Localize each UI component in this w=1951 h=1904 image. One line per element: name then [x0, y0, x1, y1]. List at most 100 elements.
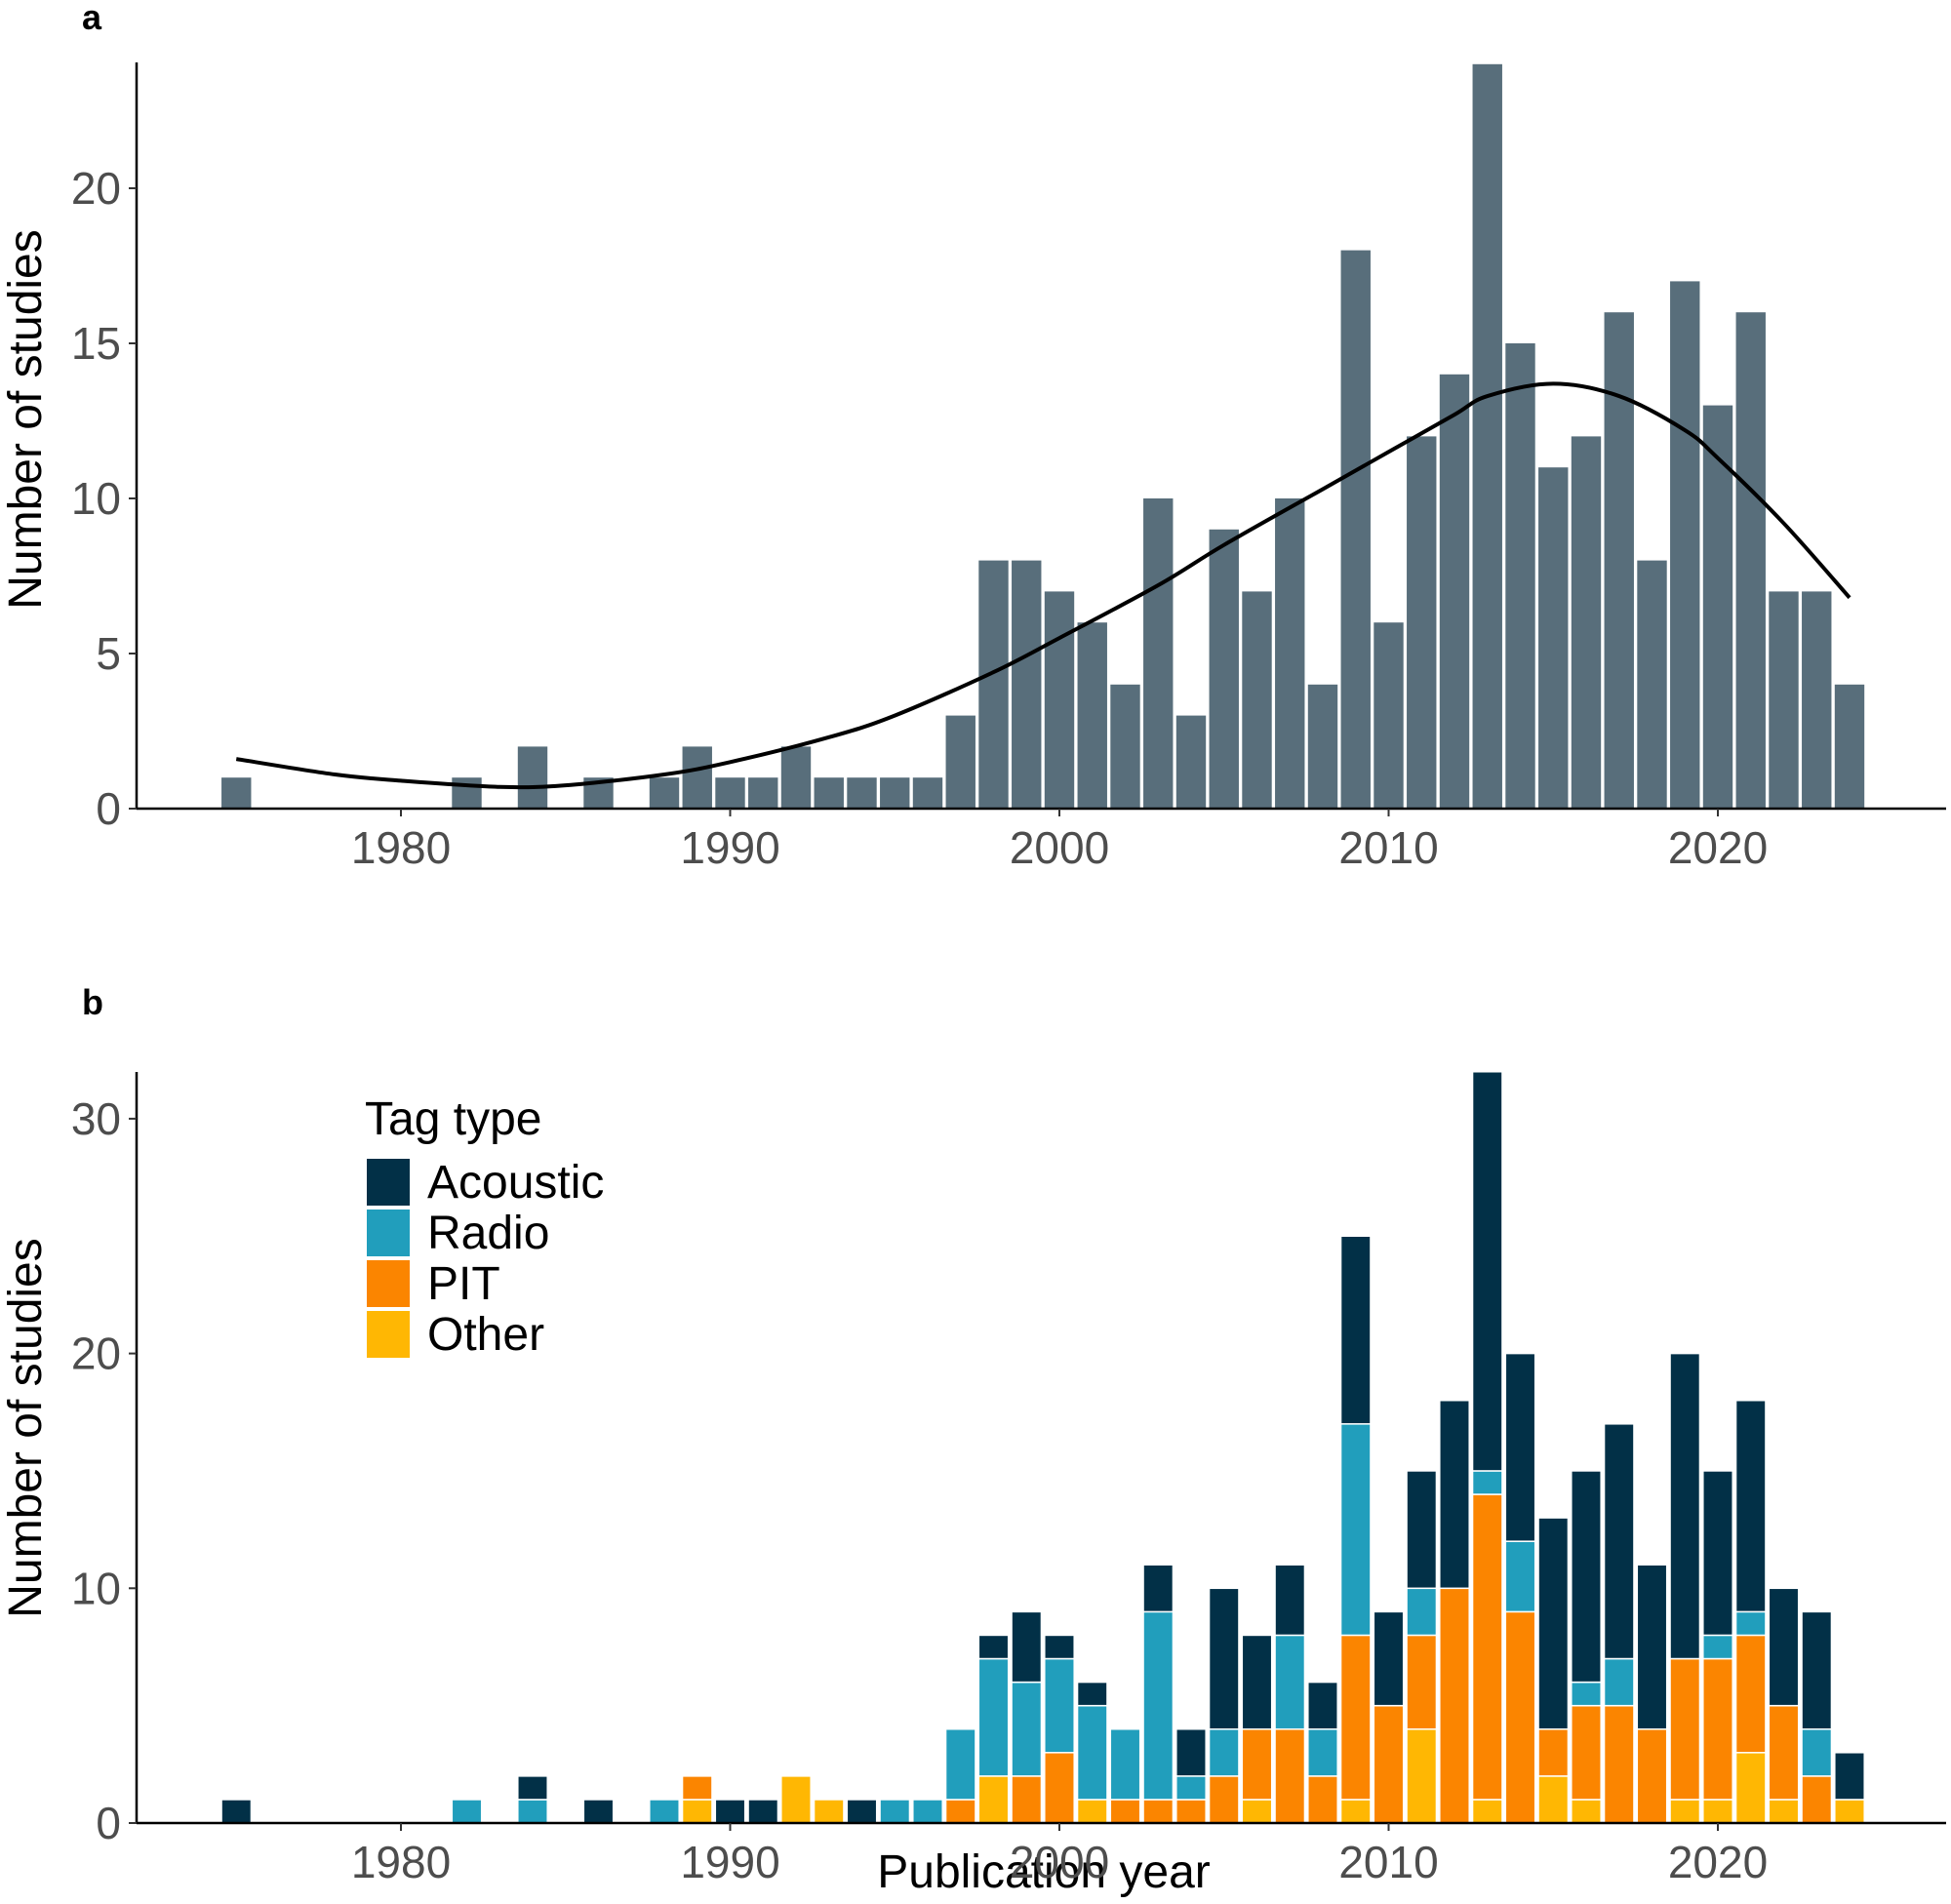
- panel-a-bar: [1307, 684, 1338, 809]
- panel-b-bar-acoustic: [1044, 1634, 1075, 1660]
- panel-b-bar-acoustic: [1834, 1752, 1865, 1801]
- panel-b-bar-other: [1339, 1799, 1372, 1824]
- panel-a-bar: [1439, 374, 1470, 809]
- panel-b-bar-other: [1768, 1799, 1800, 1824]
- legend-swatch-other: [367, 1311, 410, 1358]
- panel-a-bar: [1242, 591, 1272, 809]
- panel-b-bar-other: [813, 1799, 845, 1824]
- panel-b-bar-pit: [681, 1775, 713, 1801]
- panel-b-bar-radio: [1076, 1704, 1108, 1801]
- panel-b-bar-other: [1537, 1775, 1570, 1824]
- panel-a: a Number of studies 0 5 10 15 20 1980 1990 2000…: [0, 0, 1946, 873]
- panel-b-bar-pit: [1044, 1752, 1075, 1824]
- panel-a-bar: [1735, 312, 1766, 809]
- panel-b-bar-acoustic: [846, 1799, 878, 1824]
- panel-b-bar-pit: [1175, 1799, 1207, 1824]
- panel-b-bar-acoustic: [1208, 1587, 1240, 1730]
- panel-b-bar-radio: [1109, 1727, 1141, 1801]
- panel-b-bar-radio: [944, 1727, 976, 1801]
- panel-b-bar-acoustic: [1175, 1727, 1207, 1777]
- panel-b-bars: [220, 1071, 1865, 1824]
- panel-a-bar: [1538, 467, 1569, 809]
- panel-b-bar-radio: [1044, 1657, 1075, 1754]
- panel-a-bar: [780, 746, 812, 809]
- panel-b-bar-acoustic: [1142, 1564, 1175, 1613]
- panel-b-y-tick-label: 20: [71, 1329, 121, 1379]
- panel-b-bar-acoustic: [1702, 1470, 1733, 1637]
- panel-b-bar-radio: [1702, 1634, 1733, 1660]
- panel-b-bar-acoustic: [1801, 1610, 1833, 1730]
- panel-a-bar: [1637, 560, 1667, 809]
- panel-b-bar-pit: [1208, 1775, 1240, 1824]
- panel-a-bar: [880, 777, 910, 809]
- panel-a-bar: [1175, 715, 1207, 809]
- panel-a-bar: [814, 777, 844, 809]
- panel-b-bar-pit: [1571, 1704, 1602, 1801]
- legend-title: Tag type: [365, 1093, 541, 1145]
- legend-swatch-acoustic: [367, 1159, 410, 1206]
- panel-b-bar-acoustic: [1339, 1235, 1372, 1425]
- panel-b-bar-acoustic: [582, 1799, 615, 1824]
- panel-a-bar: [1604, 312, 1634, 809]
- panel-b-bar-other: [681, 1799, 713, 1824]
- panel-a-bars: [221, 63, 1865, 810]
- panel-b-bar-acoustic: [1636, 1564, 1668, 1730]
- panel-b-bar-pit: [1636, 1727, 1668, 1824]
- panel-b-bar-other: [1669, 1799, 1701, 1824]
- panel-b-bar-acoustic: [1076, 1681, 1108, 1707]
- panel-a-label: a: [82, 0, 102, 37]
- panel-b-bar-pit: [1011, 1775, 1043, 1824]
- panel-b-bar-pit: [1109, 1799, 1141, 1824]
- panel-b-bar-pit: [1537, 1727, 1570, 1777]
- panel-b-x-axis-title: Publication year: [877, 1846, 1211, 1898]
- panel-b-bar-acoustic: [977, 1634, 1010, 1660]
- panel-b-bar-pit: [1241, 1727, 1273, 1801]
- panel-b: b Number of studies Publication year 0 10…: [0, 982, 1946, 1898]
- panel-b-bar-other: [1834, 1799, 1865, 1824]
- panel-b-bar-pit: [1734, 1634, 1767, 1754]
- panel-b-label: b: [82, 982, 103, 1022]
- panel-b-bar-other: [1734, 1752, 1767, 1824]
- panel-a-x-tick-label: 2020: [1668, 822, 1768, 873]
- panel-a-bar: [1505, 343, 1535, 809]
- panel-b-bar-other: [1406, 1727, 1438, 1824]
- panel-b-bar-pit: [1768, 1704, 1800, 1801]
- panel-a-x-tick-label: 1980: [351, 822, 451, 873]
- panel-b-axes: 0 10 20 30 1980 1990 2000 2010 2020: [71, 1072, 1946, 1887]
- panel-a-bar: [1802, 591, 1832, 809]
- panel-b-bar-other: [1702, 1799, 1733, 1824]
- panel-b-bar-radio: [1307, 1727, 1338, 1777]
- legend-label-other: Other: [427, 1309, 544, 1361]
- panel-b-bar-acoustic: [1439, 1399, 1470, 1590]
- panel-b-bar-radio: [1571, 1681, 1602, 1707]
- panel-a-bar: [1077, 622, 1107, 809]
- panel-b-bar-radio: [912, 1799, 943, 1824]
- panel-a-bar: [715, 777, 745, 809]
- panel-a-bar: [1407, 436, 1437, 809]
- panel-a-y-tick-label: 10: [71, 473, 121, 524]
- panel-b-y-axis-title: Number of studies: [0, 1238, 52, 1618]
- panel-b-bar-acoustic: [220, 1799, 253, 1824]
- panel-b-bar-radio: [1734, 1610, 1767, 1637]
- panel-a-trend-line: [235, 381, 1851, 790]
- panel-a-bar: [1044, 591, 1075, 809]
- panel-b-y-tick-label: 0: [96, 1798, 121, 1848]
- panel-b-bar-other: [1471, 1799, 1503, 1824]
- panel-b-x-tick-label: 2020: [1668, 1837, 1768, 1887]
- panel-b-bar-pit: [1669, 1657, 1701, 1801]
- panel-a-axes: 0 5 10 15 20 1980 1990 2000 2010 2020: [71, 62, 1946, 873]
- panel-b-y-tick-label: 10: [71, 1563, 121, 1613]
- panel-b-bar-pit: [1603, 1704, 1635, 1824]
- panel-a-bar: [1571, 436, 1602, 809]
- panel-b-bar-radio: [1175, 1775, 1207, 1801]
- panel-b-bar-acoustic: [1241, 1634, 1273, 1730]
- panel-b-bar-pit: [1339, 1634, 1372, 1801]
- panel-a-bar: [452, 777, 482, 809]
- panel-b-bar-radio: [1406, 1587, 1438, 1637]
- panel-a-x-tick-label: 1990: [680, 822, 779, 873]
- panel-b-x-tick-label: 2010: [1338, 1837, 1438, 1887]
- panel-b-bar-other: [1076, 1799, 1108, 1824]
- panel-b-bar-radio: [451, 1799, 483, 1824]
- panel-a-bar: [1275, 498, 1305, 809]
